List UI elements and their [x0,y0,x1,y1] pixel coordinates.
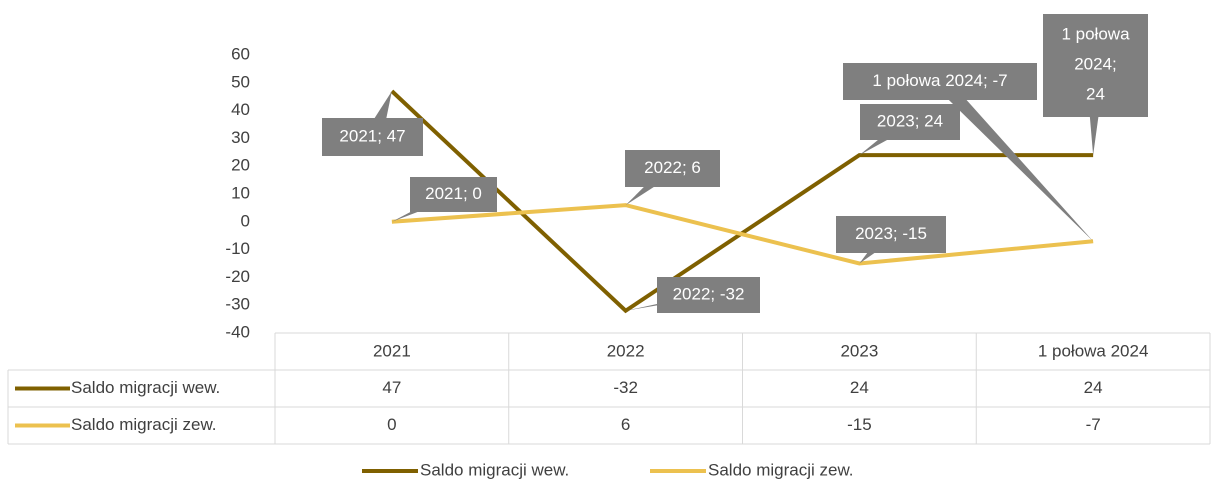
legend-label: Saldo migracji zew. [708,460,854,479]
callout-box [322,118,423,156]
data-label: 2022; 6 [644,158,701,177]
table-cell: 47 [382,378,401,397]
table-cell: -15 [847,415,872,434]
callout-pointer [930,81,1094,242]
y-tick-label: 40 [231,100,250,119]
callout-box [860,104,960,140]
y-tick-label: 50 [231,72,250,91]
y-tick-label: -30 [225,295,250,314]
x-tick-label: 1 połowa 2024 [1038,341,1149,360]
x-tick-label: 2023 [840,341,878,360]
callout-box [410,177,497,212]
legend-label: Saldo migracji wew. [420,460,569,479]
callout-box [1043,14,1148,117]
table-row-header: Saldo migracji zew. [71,415,217,434]
y-tick-label: -40 [225,322,250,341]
data-label: 2021; 0 [425,184,482,203]
table-row-header: Saldo migracji wew. [71,378,220,397]
data-label: 1 połowa 2024; 24 [1061,25,1130,104]
y-tick-label: 20 [231,156,250,175]
data-label: 2022; -32 [673,284,745,303]
data-label: 2023; 24 [877,111,943,130]
table-cell: 24 [850,378,869,397]
y-tick-label: 0 [241,211,250,230]
x-tick-label: 2022 [607,341,645,360]
y-tick-label: 10 [231,183,250,202]
y-tick-label: -10 [225,239,250,258]
table-cell: 6 [621,415,630,434]
table-cell: -7 [1086,415,1101,434]
data-label: 1 połowa 2024; -7 [872,71,1007,90]
callout-box [657,277,760,313]
callout-pointer [859,122,920,156]
table-cell: -32 [613,378,638,397]
y-tick-label: -20 [225,267,250,286]
series-line [391,203,1094,266]
callout-box [836,216,946,253]
callout-box [843,63,1037,100]
table-cell: 24 [1084,378,1103,397]
y-tick-label: 30 [231,128,250,147]
y-tick-label: 60 [231,44,250,63]
callout-box [625,150,720,187]
data-label: 2023; -15 [855,224,927,243]
data-label: 2021; 47 [339,126,405,145]
x-tick-label: 2021 [373,341,411,360]
table-cell: 0 [387,415,396,434]
